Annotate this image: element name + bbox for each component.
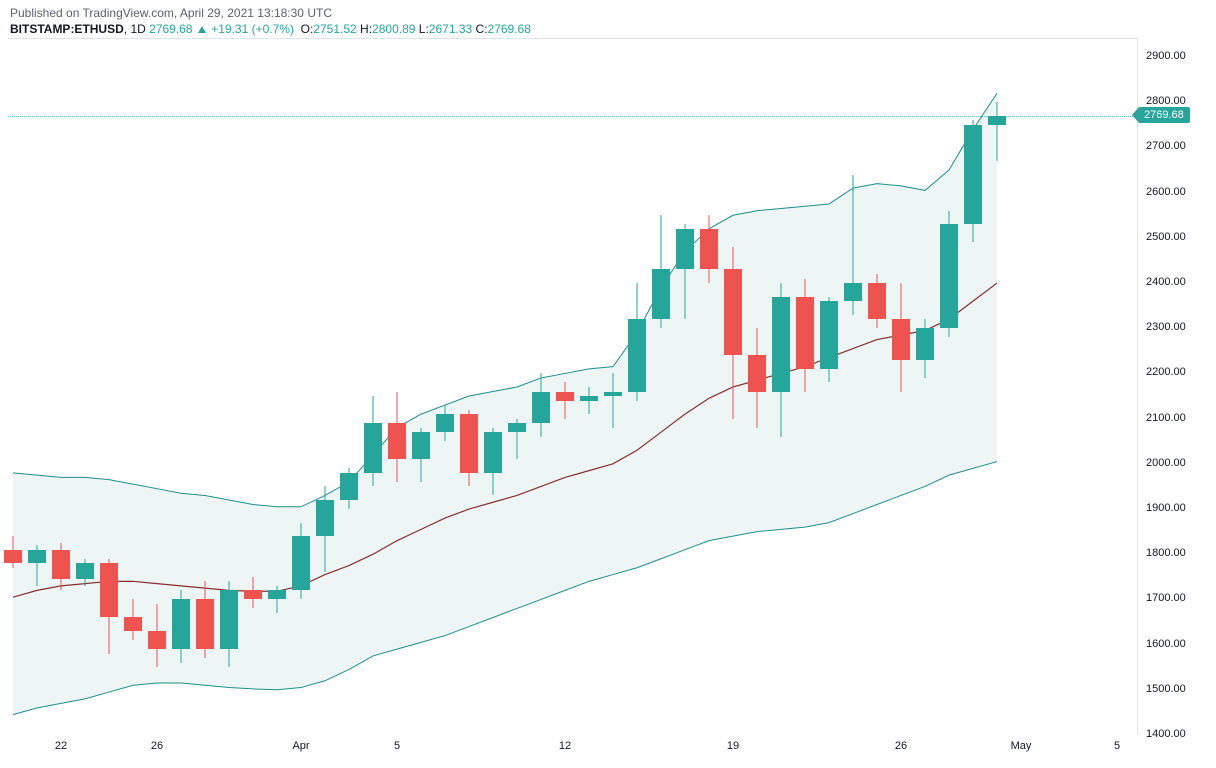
x-tick-label: 5 [394,740,400,752]
c-value: 2769.68 [488,22,531,36]
candle [748,39,766,735]
candle [532,39,550,735]
candle [196,39,214,735]
y-tick-label: 2200.00 [1146,366,1186,378]
x-tick-label: 12 [559,740,571,752]
candle [460,39,478,735]
price-change: +19.31 [211,22,248,36]
candle [604,39,622,735]
y-tick-label: 1600.00 [1146,638,1186,650]
x-tick-label: 5 [1114,740,1120,752]
symbol: BITSTAMP:ETHUSD [10,22,124,36]
x-tick-label: 26 [151,740,163,752]
x-tick-label: 22 [55,740,67,752]
arrow-up-icon [198,26,206,33]
y-tick-label: 1400.00 [1146,728,1186,740]
y-tick-label: 2000.00 [1146,457,1186,469]
last-price-tag: 2769.68 [1138,107,1190,123]
y-tick-label: 2500.00 [1146,231,1186,243]
candle [772,39,790,735]
candle [796,39,814,735]
candle [892,39,910,735]
candle [52,39,70,735]
candle [388,39,406,735]
y-tick-label: 2800.00 [1146,95,1186,107]
candle [412,39,430,735]
published-text: Published on TradingView.com, April 29, … [10,6,332,20]
x-axis: 22 26 Apr 5 12 19 26 May 5 [8,734,1138,760]
publish-header: Published on TradingView.com, April 29, … [0,0,1216,22]
candle [76,39,94,735]
price-change-pct: (+0.7%) [252,22,294,36]
chart-container[interactable]: 1400.00 1500.00 1600.00 1700.00 1800.00 1900.… [8,38,1208,760]
y-tick-label: 1500.00 [1146,683,1186,695]
candle [316,39,334,735]
candle [820,39,838,735]
y-tick-label: 2900.00 [1146,50,1186,62]
candle [940,39,958,735]
y-axis: 1400.001500.001600.001700.001800.001900.… [1138,38,1208,734]
candle [340,39,358,735]
timeframe: 1D [130,22,145,36]
y-tick-label: 1900.00 [1146,502,1186,514]
candle [580,39,598,735]
y-tick-label: 2600.00 [1146,186,1186,198]
last-price-line [8,116,1137,117]
y-tick-label: 1800.00 [1146,547,1186,559]
y-tick-label: 2700.00 [1146,140,1186,152]
candle [148,39,166,735]
candle [916,39,934,735]
candle [868,39,886,735]
x-tick-label: 26 [895,740,907,752]
candle [652,39,670,735]
candle [700,39,718,735]
candle [4,39,22,735]
y-tick-label: 2400.00 [1146,276,1186,288]
candle [676,39,694,735]
candle [964,39,982,735]
o-value: 2751.52 [313,22,356,36]
y-tick-label: 1700.00 [1146,592,1186,604]
candle [220,39,238,735]
candle [268,39,286,735]
candle [244,39,262,735]
candle [292,39,310,735]
candle [436,39,454,735]
o-label: O: [301,22,314,36]
candle [28,39,46,735]
candle [508,39,526,735]
y-tick-label: 2300.00 [1146,321,1186,333]
candle [364,39,382,735]
y-tick-label: 2100.00 [1146,412,1186,424]
candle [724,39,742,735]
last-price: 2769.68 [149,22,192,36]
chart-plot[interactable] [8,38,1138,734]
candle [556,39,574,735]
h-value: 2800.89 [372,22,415,36]
candle [484,39,502,735]
candle [988,39,1006,735]
x-tick-label: 19 [727,740,739,752]
candle [124,39,142,735]
candle [172,39,190,735]
c-label: C: [476,22,488,36]
candle [628,39,646,735]
candle [100,39,118,735]
l-value: 2671.33 [429,22,472,36]
l-label: L: [419,22,429,36]
candle [844,39,862,735]
h-label: H: [360,22,372,36]
x-tick-label: May [1011,740,1032,752]
x-tick-label: Apr [292,740,309,752]
